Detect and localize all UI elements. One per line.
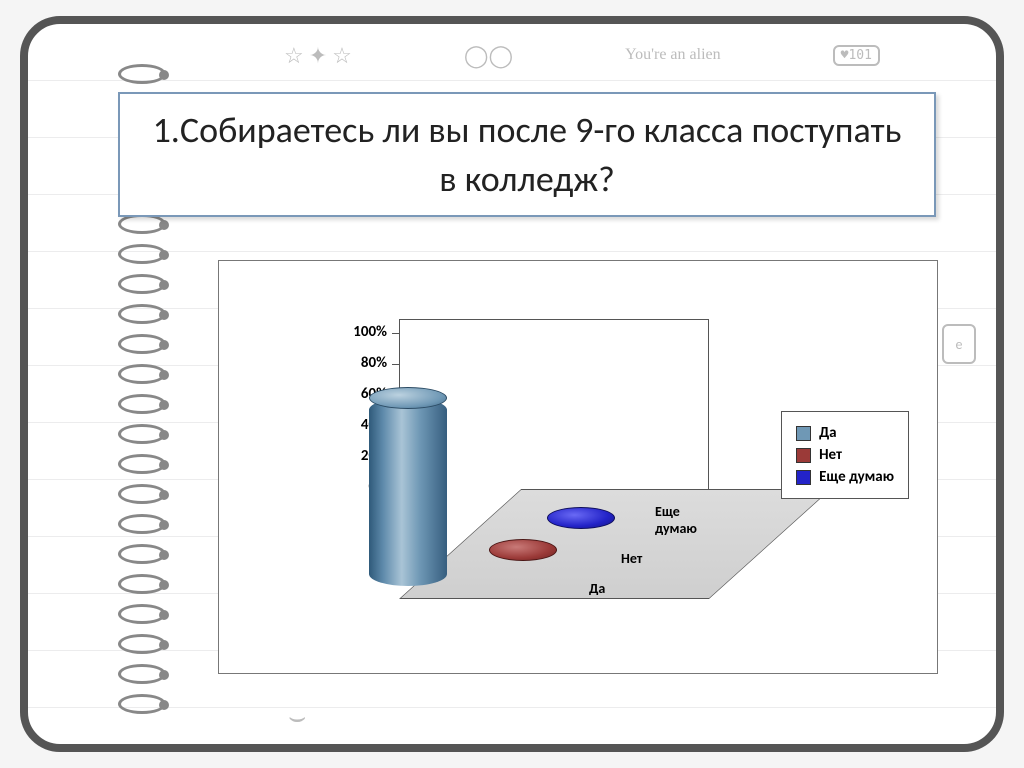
bottom-doodle: ⌣ xyxy=(288,699,306,734)
bar-net xyxy=(489,539,557,561)
ytick xyxy=(392,333,399,334)
legend-label: Еще думаю xyxy=(819,468,894,486)
category-label: Да xyxy=(589,580,605,597)
slide-title: 1.Собираетесь ли вы после 9-го класса по… xyxy=(142,106,912,203)
chart-panel: 0% 20% 40% 60% 80% 100% Да Нет Еще думаю xyxy=(218,260,938,674)
ytick xyxy=(392,364,399,365)
y-axis-label: 100% xyxy=(337,323,387,341)
title-box: 1.Собираетесь ли вы после 9-го класса по… xyxy=(118,92,936,217)
legend-label: Да xyxy=(819,424,837,442)
bar-da xyxy=(369,398,447,586)
y-axis-label: 80% xyxy=(337,354,387,372)
doodle-stars: ☆ ✦ ☆ xyxy=(284,42,352,69)
doodle-faces: ◯◯ xyxy=(464,42,513,69)
legend-swatch-icon xyxy=(796,448,811,463)
doodle-badge: ♥101 xyxy=(833,45,880,66)
legend-label: Нет xyxy=(819,446,842,464)
chart-legend: Да Нет Еще думаю xyxy=(781,411,909,499)
category-label: Нет xyxy=(621,550,642,567)
chart-3d-area: 0% 20% 40% 60% 80% 100% Да Нет Еще думаю xyxy=(279,311,659,641)
legend-item: Да xyxy=(796,422,894,444)
top-doodles: ☆ ✦ ☆ ◯◯ You're an alien ♥101 xyxy=(228,30,936,80)
legend-item: Еще думаю xyxy=(796,466,894,488)
category-label: Еще думаю xyxy=(655,503,697,537)
slide-frame: ☆ ✦ ☆ ◯◯ You're an alien ♥101 e 1.Собира… xyxy=(20,16,1004,752)
legend-swatch-icon xyxy=(796,426,811,441)
legend-item: Нет xyxy=(796,444,894,466)
bar-eshe xyxy=(547,507,615,529)
chart-floor xyxy=(399,489,831,599)
side-tab: e xyxy=(942,324,976,364)
legend-swatch-icon xyxy=(796,470,811,485)
doodle-text: You're an alien xyxy=(625,46,720,64)
